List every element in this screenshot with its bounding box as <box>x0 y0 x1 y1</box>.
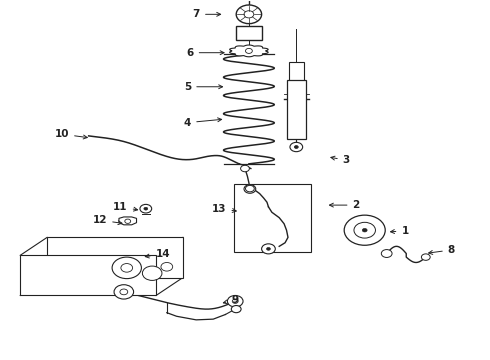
Text: 10: 10 <box>54 129 87 139</box>
Text: 4: 4 <box>184 118 221 128</box>
Circle shape <box>231 306 241 313</box>
Text: 5: 5 <box>184 82 222 92</box>
Bar <box>234 184 311 252</box>
Circle shape <box>262 244 275 254</box>
Circle shape <box>144 207 148 210</box>
Circle shape <box>421 254 430 260</box>
Text: 12: 12 <box>93 215 122 225</box>
Circle shape <box>140 204 152 213</box>
Circle shape <box>290 142 303 152</box>
Circle shape <box>161 262 172 271</box>
Polygon shape <box>230 45 268 57</box>
Bar <box>47 237 183 278</box>
Text: 14: 14 <box>145 249 170 259</box>
Circle shape <box>120 289 128 295</box>
Circle shape <box>354 222 375 238</box>
Circle shape <box>143 266 162 280</box>
Circle shape <box>244 185 256 193</box>
Circle shape <box>114 285 134 299</box>
Bar <box>20 255 156 296</box>
Bar <box>289 62 304 81</box>
Bar <box>236 26 262 40</box>
Text: 8: 8 <box>429 245 455 255</box>
Text: 11: 11 <box>113 202 138 212</box>
Circle shape <box>112 257 142 279</box>
Circle shape <box>125 219 131 224</box>
Circle shape <box>344 215 385 245</box>
Circle shape <box>121 264 133 272</box>
Circle shape <box>245 48 252 53</box>
Circle shape <box>244 11 254 18</box>
Text: 2: 2 <box>329 200 360 210</box>
Bar <box>287 80 306 139</box>
Circle shape <box>362 228 367 232</box>
Text: 7: 7 <box>193 9 221 19</box>
Circle shape <box>227 296 243 307</box>
Text: 9: 9 <box>223 295 239 305</box>
Circle shape <box>232 299 238 303</box>
Polygon shape <box>119 217 137 225</box>
Text: 13: 13 <box>212 204 236 214</box>
Circle shape <box>381 249 392 257</box>
Circle shape <box>245 185 254 192</box>
Circle shape <box>241 165 249 172</box>
Circle shape <box>267 247 270 250</box>
Circle shape <box>236 5 262 24</box>
Text: 1: 1 <box>391 226 409 236</box>
Text: 6: 6 <box>187 48 224 58</box>
Circle shape <box>294 145 298 148</box>
Text: 3: 3 <box>331 155 350 165</box>
